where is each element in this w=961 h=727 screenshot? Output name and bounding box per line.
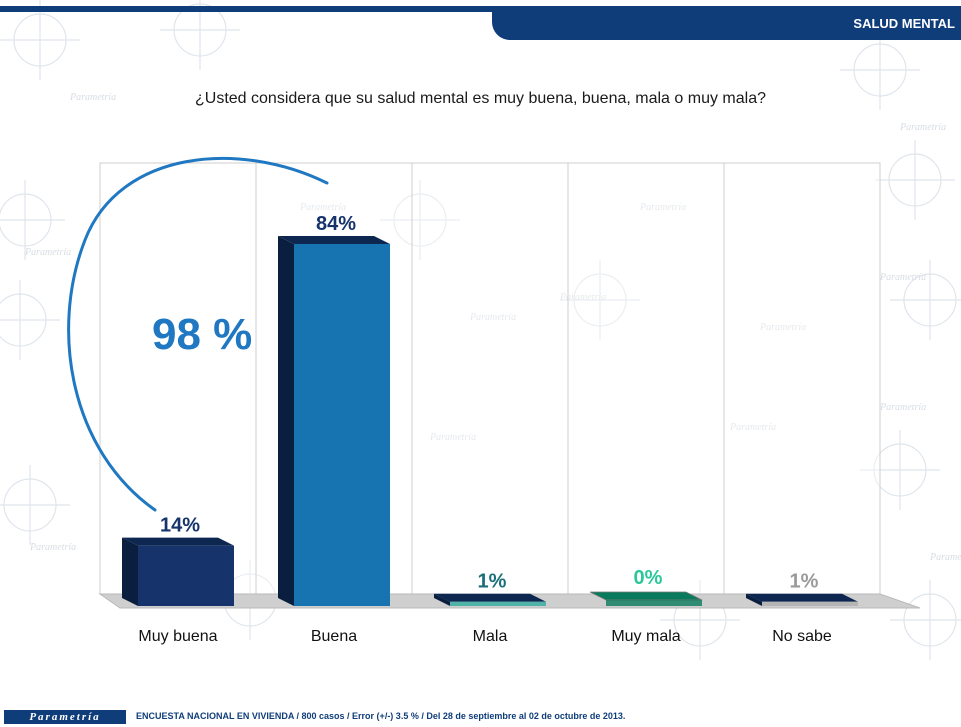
- bar-front: [294, 243, 390, 606]
- bar-front: [450, 601, 546, 606]
- watermark-text: Parametría: [929, 552, 961, 563]
- watermark-text: Parametría: [899, 122, 946, 133]
- bar-top: [278, 235, 390, 244]
- plot-back-wall: [99, 162, 881, 595]
- footer: Parametría ENCUESTA NACIONAL EN VIVIENDA…: [0, 708, 961, 727]
- watermark-text: Parametría: [759, 322, 806, 333]
- bar-side: [278, 235, 294, 606]
- question-title: ¿Usted considera que su salud mental es …: [195, 90, 766, 107]
- bar-top: [746, 593, 858, 602]
- bar-side: [122, 537, 138, 606]
- watermark-text: Parametría: [639, 202, 686, 213]
- category-label: Mala: [473, 628, 508, 645]
- watermark-text: Parametría: [29, 542, 76, 553]
- bar-front: [138, 545, 234, 606]
- plot-frame: [98, 162, 921, 609]
- watermark-text: Parametría: [429, 432, 476, 443]
- watermark-text: Parametría: [299, 202, 346, 213]
- bar-side: [434, 593, 450, 606]
- bar-muy-mala: [589, 591, 703, 606]
- watermark-text: Parametría: [729, 422, 776, 433]
- bar-top: [589, 591, 703, 601]
- watermark-text: Parametría: [559, 292, 606, 303]
- section-title: SALUD MENTAL: [492, 6, 961, 40]
- watermark-text: Parametría: [879, 272, 926, 283]
- total-arc: [67, 156, 329, 512]
- total-annotation: 98 %: [152, 310, 253, 359]
- value-label: 84%: [316, 213, 356, 235]
- watermark-text: Parametría: [69, 92, 116, 103]
- value-label: 1%: [478, 571, 507, 593]
- bar-no-sabe: [746, 593, 858, 606]
- header-bar: [0, 6, 961, 12]
- footer-note: ENCUESTA NACIONAL EN VIVIENDA / 800 caso…: [136, 711, 626, 721]
- bar-buena: [278, 235, 390, 606]
- bar-front: [762, 601, 858, 606]
- value-label: 14%: [160, 515, 200, 537]
- bars: [122, 235, 858, 606]
- section-title-text: SALUD MENTAL: [853, 15, 955, 31]
- value-label: 0%: [634, 567, 663, 589]
- watermark-text: Parametría: [879, 402, 926, 413]
- category-label: Muy mala: [611, 628, 680, 645]
- bar-top: [122, 537, 234, 546]
- bar-muy-buena: [122, 537, 234, 606]
- category-label: No sabe: [772, 628, 832, 645]
- value-label: 1%: [790, 571, 819, 593]
- bar-mala: [434, 593, 546, 606]
- total-arc-path: [67, 156, 329, 512]
- labels: 14% Muy buena 84% Buena 1% Mala 0% Muy mala 1% No…: [138, 213, 831, 645]
- bar-front: [606, 600, 702, 606]
- watermark-text: Parametría: [24, 247, 71, 258]
- bar-side: [746, 593, 762, 606]
- watermark-text: Parametría: [469, 312, 516, 323]
- category-label: Buena: [311, 628, 357, 645]
- footer-logo: Parametría: [4, 710, 126, 724]
- bar-top: [434, 593, 546, 602]
- category-label: Muy buena: [138, 628, 217, 645]
